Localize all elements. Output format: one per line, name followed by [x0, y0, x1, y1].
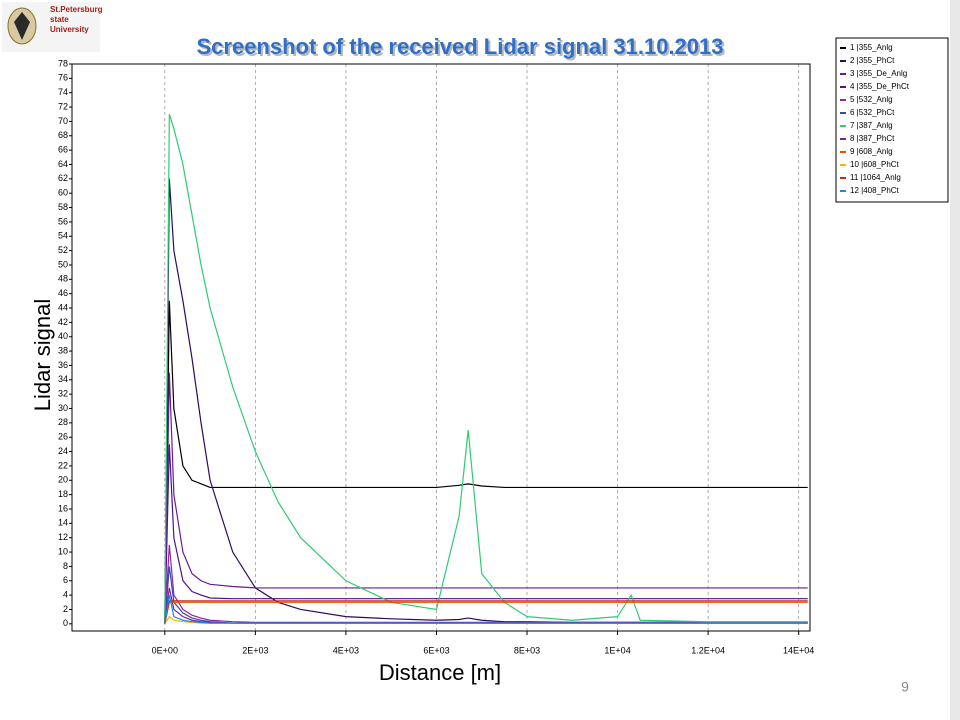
legend-label: 8 |387_PhCt [850, 134, 895, 143]
logo-text: state [50, 15, 69, 24]
logo-text: University [50, 25, 89, 34]
logo: St.Petersburg state University [2, 2, 103, 52]
series-line [164, 444, 808, 624]
legend-label: 12 |408_PhCt [850, 186, 900, 195]
y-tick-label: 6 [63, 575, 68, 585]
title-shadow: Screenshot of the received Lidar signal … [198, 36, 725, 61]
y-tick-label: 38 [58, 345, 68, 355]
y-tick-label: 26 [58, 432, 68, 442]
y-tick-label: 66 [58, 145, 68, 155]
y-axis-label: Lidar signal [30, 299, 55, 412]
series-line [164, 601, 808, 624]
x-tick-label: 8E+03 [514, 645, 540, 655]
legend-label: 3 |355_De_Anlg [850, 69, 907, 78]
y-tick-label: 12 [58, 532, 68, 542]
legend-label: 7 |387_Anlg [850, 121, 893, 130]
y-tick-label: 78 [58, 58, 68, 68]
logo-text: St.Petersburg [50, 5, 103, 14]
y-tick-label: 34 [58, 374, 68, 384]
y-tick-label: 60 [58, 188, 68, 198]
legend: 1 |355_Anlg 2 |355_PhCt 3 |355_De_Anlg 4 |3… [835, 37, 949, 203]
y-tick-label: 48 [58, 274, 68, 284]
x-tick-label: 6E+03 [423, 645, 449, 655]
y-tick-label: 32 [58, 389, 68, 399]
y-tick-label: 30 [58, 403, 68, 413]
y-tick-label: 50 [58, 259, 68, 269]
page-number: 9 [901, 679, 909, 695]
y-tick-label: 4 [63, 589, 68, 599]
y-tick-label: 22 [58, 460, 68, 470]
y-tick-label: 2 [63, 604, 68, 614]
legend-label: 6 |532_PhCt [850, 108, 895, 117]
series-line [164, 544, 808, 624]
legend-label: 11 |1064_Anlg [850, 173, 901, 182]
y-tick-label: 44 [58, 302, 68, 312]
x-tick-label: 4E+03 [333, 645, 359, 655]
y-tick-label: 68 [58, 130, 68, 140]
y-tick-label: 62 [58, 173, 68, 183]
slide-edge [950, 0, 960, 720]
series-line [164, 300, 808, 624]
x-tick-label: 0E+00 [152, 645, 178, 655]
emblem-eagle [14, 12, 30, 40]
x-tick-label: 1.2E+04 [691, 645, 725, 655]
x-tick-label: 1E+04 [604, 645, 630, 655]
legend-box [835, 37, 949, 203]
y-tick-label: 42 [58, 317, 68, 327]
y-tick-label: 74 [58, 87, 68, 97]
y-tick-label: 8 [63, 561, 68, 571]
y-tick-label: 28 [58, 417, 68, 427]
plot: 0E+00 2E+03 4E+03 6E+03 8E+03 1E+04 1.2E+04 14E… [58, 58, 814, 655]
y-tick-label: 72 [58, 101, 68, 111]
y-tick-label: 64 [58, 159, 68, 169]
series-line [164, 594, 808, 624]
legend-label: 10 |608_PhCt [850, 160, 900, 169]
legend-label: 4 |355_De_PhCt [850, 82, 910, 91]
chart-title: Screenshot of the received Lidar signal … [196, 34, 723, 59]
y-tick-label: 14 [58, 518, 68, 528]
legend-label: 2 |355_PhCt [850, 56, 895, 65]
legend-label: 9 |608_Anlg [850, 147, 893, 156]
y-tick-label: 24 [58, 446, 68, 456]
plot-frame [71, 63, 811, 632]
y-tick-label: 36 [58, 360, 68, 370]
y-tick-label: 56 [58, 216, 68, 226]
y-tick-label: 52 [58, 245, 68, 255]
y-tick-label: 18 [58, 489, 68, 499]
y-tick-label: 20 [58, 475, 68, 485]
y-tick-label: 54 [58, 231, 68, 241]
y-tick-label: 16 [58, 503, 68, 513]
x-axis-label: Distance [m] [379, 660, 501, 685]
y-tick-label: 58 [58, 202, 68, 212]
series-line [164, 600, 808, 624]
legend-label: 5 |532_Anlg [850, 95, 893, 104]
y-tick-label: 0 [63, 618, 68, 628]
legend-label: 1 |355_Anlg [850, 43, 893, 52]
y-tick-label: 10 [58, 546, 68, 556]
y-tick-label: 40 [58, 331, 68, 341]
x-tick-label: 14E+04 [783, 645, 814, 655]
y-tick-label: 76 [58, 73, 68, 83]
y-tick-label: 46 [58, 288, 68, 298]
x-tick-label: 2E+03 [242, 645, 268, 655]
series-line [164, 372, 808, 624]
y-tick-label: 70 [58, 116, 68, 126]
